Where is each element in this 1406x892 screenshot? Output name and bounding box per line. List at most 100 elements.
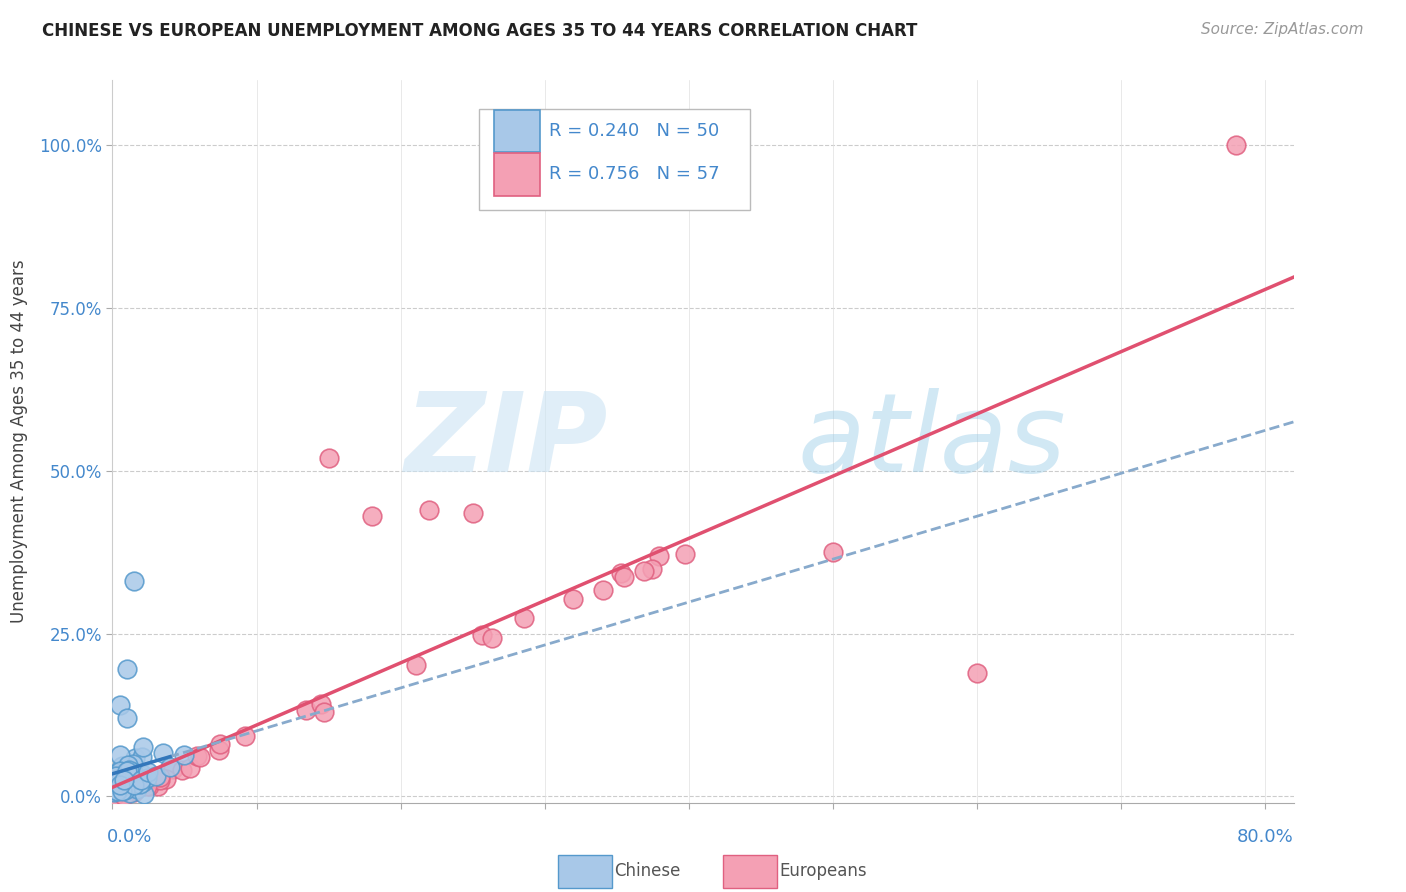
Point: [103, 785, 125, 799]
Point: [233, 729, 256, 743]
Point: [673, 547, 696, 561]
Point: [1225, 138, 1247, 153]
FancyBboxPatch shape: [478, 109, 751, 211]
Point: [295, 703, 318, 717]
Point: [108, 784, 131, 798]
Point: [103, 789, 125, 803]
Point: [613, 570, 636, 584]
Point: [633, 564, 655, 578]
Point: [152, 746, 174, 760]
Point: [115, 764, 138, 778]
Point: [129, 777, 152, 791]
FancyBboxPatch shape: [723, 855, 778, 888]
FancyBboxPatch shape: [494, 153, 540, 195]
Text: 0.0%: 0.0%: [107, 828, 152, 847]
Point: [318, 450, 340, 465]
Point: [418, 503, 440, 517]
Point: [105, 769, 128, 783]
Y-axis label: Unemployment Among Ages 35 to 44 years: Unemployment Among Ages 35 to 44 years: [10, 260, 28, 624]
Point: [117, 780, 139, 795]
Point: [124, 785, 146, 799]
Point: [111, 784, 134, 798]
Point: [209, 737, 232, 751]
Text: R = 0.240   N = 50: R = 0.240 N = 50: [550, 122, 720, 140]
Point: [179, 761, 201, 775]
Point: [148, 779, 170, 793]
Point: [170, 763, 193, 777]
Point: [162, 762, 184, 776]
Point: [111, 789, 134, 803]
Point: [186, 748, 208, 763]
Point: [188, 750, 211, 764]
Point: [103, 767, 125, 781]
Point: [103, 773, 125, 788]
Point: [966, 665, 988, 680]
Point: [132, 787, 155, 801]
Point: [117, 758, 139, 772]
Point: [121, 757, 143, 772]
Point: [314, 705, 336, 719]
Point: [208, 743, 231, 757]
Point: [122, 765, 145, 780]
Point: [145, 769, 167, 783]
Point: [115, 711, 138, 725]
Point: [610, 566, 633, 581]
Point: [135, 779, 157, 793]
Point: [107, 789, 129, 803]
Point: [132, 775, 155, 789]
Point: [118, 786, 141, 800]
Point: [131, 766, 153, 780]
Point: [131, 740, 153, 755]
Point: [108, 783, 131, 797]
Point: [112, 783, 135, 797]
Point: [110, 780, 132, 795]
Point: [122, 778, 145, 792]
Point: [138, 779, 160, 793]
Point: [110, 774, 132, 789]
Point: [111, 779, 134, 793]
Point: [640, 562, 662, 576]
Point: [112, 772, 135, 787]
Point: [138, 765, 160, 780]
Point: [118, 785, 141, 799]
Text: R = 0.756   N = 57: R = 0.756 N = 57: [550, 165, 720, 183]
Point: [405, 658, 427, 673]
Point: [111, 789, 134, 803]
Point: [103, 785, 125, 799]
Point: [103, 782, 125, 797]
Point: [105, 779, 128, 793]
Point: [149, 770, 172, 784]
Point: [124, 780, 146, 795]
Text: ZIP: ZIP: [405, 388, 609, 495]
Point: [125, 781, 148, 796]
Text: Source: ZipAtlas.com: Source: ZipAtlas.com: [1201, 22, 1364, 37]
Text: Europeans: Europeans: [780, 863, 868, 880]
Text: 80.0%: 80.0%: [1237, 828, 1294, 847]
Point: [105, 770, 128, 784]
Point: [173, 747, 195, 762]
FancyBboxPatch shape: [558, 855, 612, 888]
Point: [122, 574, 145, 589]
Point: [108, 748, 131, 763]
Point: [129, 773, 152, 788]
Point: [104, 783, 127, 797]
Point: [311, 697, 333, 711]
Point: [512, 611, 534, 625]
Point: [122, 775, 145, 789]
Point: [136, 771, 159, 785]
Point: [103, 783, 125, 797]
Text: atlas: atlas: [797, 388, 1066, 495]
Point: [592, 582, 614, 597]
Point: [132, 777, 155, 791]
Point: [107, 789, 129, 803]
Point: [124, 751, 146, 765]
Point: [111, 759, 134, 773]
Point: [107, 772, 129, 786]
Point: [105, 783, 128, 797]
Point: [647, 549, 669, 564]
Point: [360, 509, 382, 524]
Text: CHINESE VS EUROPEAN UNEMPLOYMENT AMONG AGES 35 TO 44 YEARS CORRELATION CHART: CHINESE VS EUROPEAN UNEMPLOYMENT AMONG A…: [42, 22, 918, 40]
Point: [131, 749, 153, 764]
Point: [107, 783, 129, 797]
Point: [481, 631, 503, 645]
